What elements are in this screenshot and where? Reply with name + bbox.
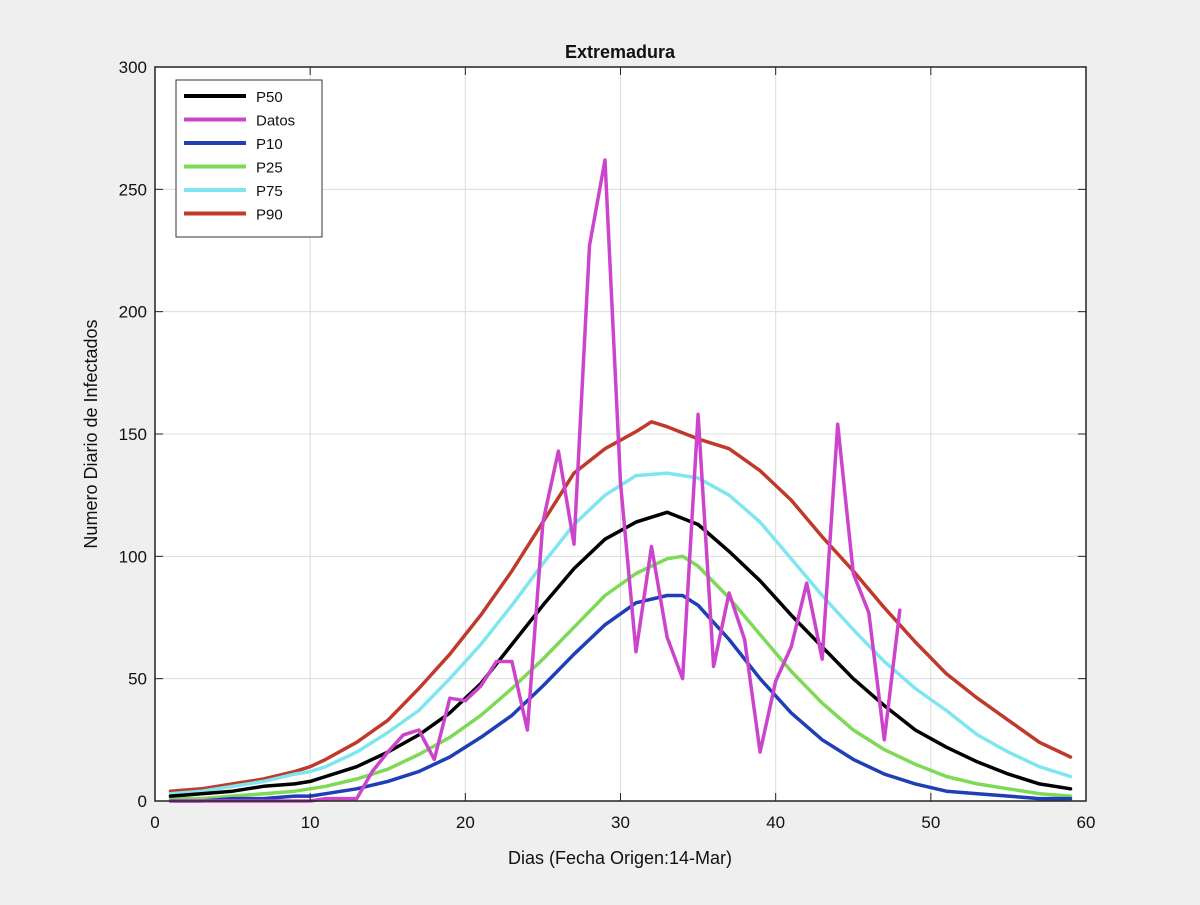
axis-ticks: 0 10 20 30 40 50 60 0 50 100 150 200 250 300 (119, 58, 1096, 832)
legend-label-p50: P50 (256, 89, 283, 106)
series-line-p10 (168, 593, 1073, 803)
legend-box (175, 79, 323, 238)
series-line-p75 (168, 471, 1073, 796)
x-tick-label: 50 (921, 813, 940, 832)
y-tick-label: 200 (119, 303, 147, 322)
x-axis-label: Dias (Fecha Origen:14-Mar) (508, 848, 732, 868)
y-tick-label: 50 (128, 670, 147, 689)
series-line-p50 (168, 510, 1073, 798)
x-tick-label: 60 (1077, 813, 1096, 832)
x-tick-label: 30 (611, 813, 630, 832)
legend-label-p25: P25 (256, 160, 283, 177)
series-line-datos (168, 158, 902, 803)
y-tick-label: 250 (119, 180, 147, 199)
x-tick-label: 10 (301, 813, 320, 832)
y-tick-label: 0 (138, 792, 147, 811)
series-line-p25 (168, 554, 1073, 801)
legend: P50 Datos P10 P25 P75 P90 (175, 79, 323, 238)
series-line-p90 (168, 420, 1073, 793)
series-lines (168, 158, 1073, 803)
legend-label-p75: P75 (256, 183, 283, 200)
x-tick-label: 40 (766, 813, 785, 832)
grid (155, 67, 1086, 801)
y-tick-label: 150 (119, 425, 147, 444)
y-tick-label: 300 (119, 58, 147, 77)
x-tick-label: 0 (150, 813, 159, 832)
y-tick-label: 100 (119, 547, 147, 566)
y-axis-label: Numero Diario de Infectados (81, 319, 101, 548)
legend-label-p10: P10 (256, 136, 283, 153)
legend-label-p90: P90 (256, 207, 283, 224)
x-tick-label: 20 (456, 813, 475, 832)
chart-title: Extremadura (565, 42, 676, 62)
legend-label-datos: Datos (256, 113, 295, 130)
